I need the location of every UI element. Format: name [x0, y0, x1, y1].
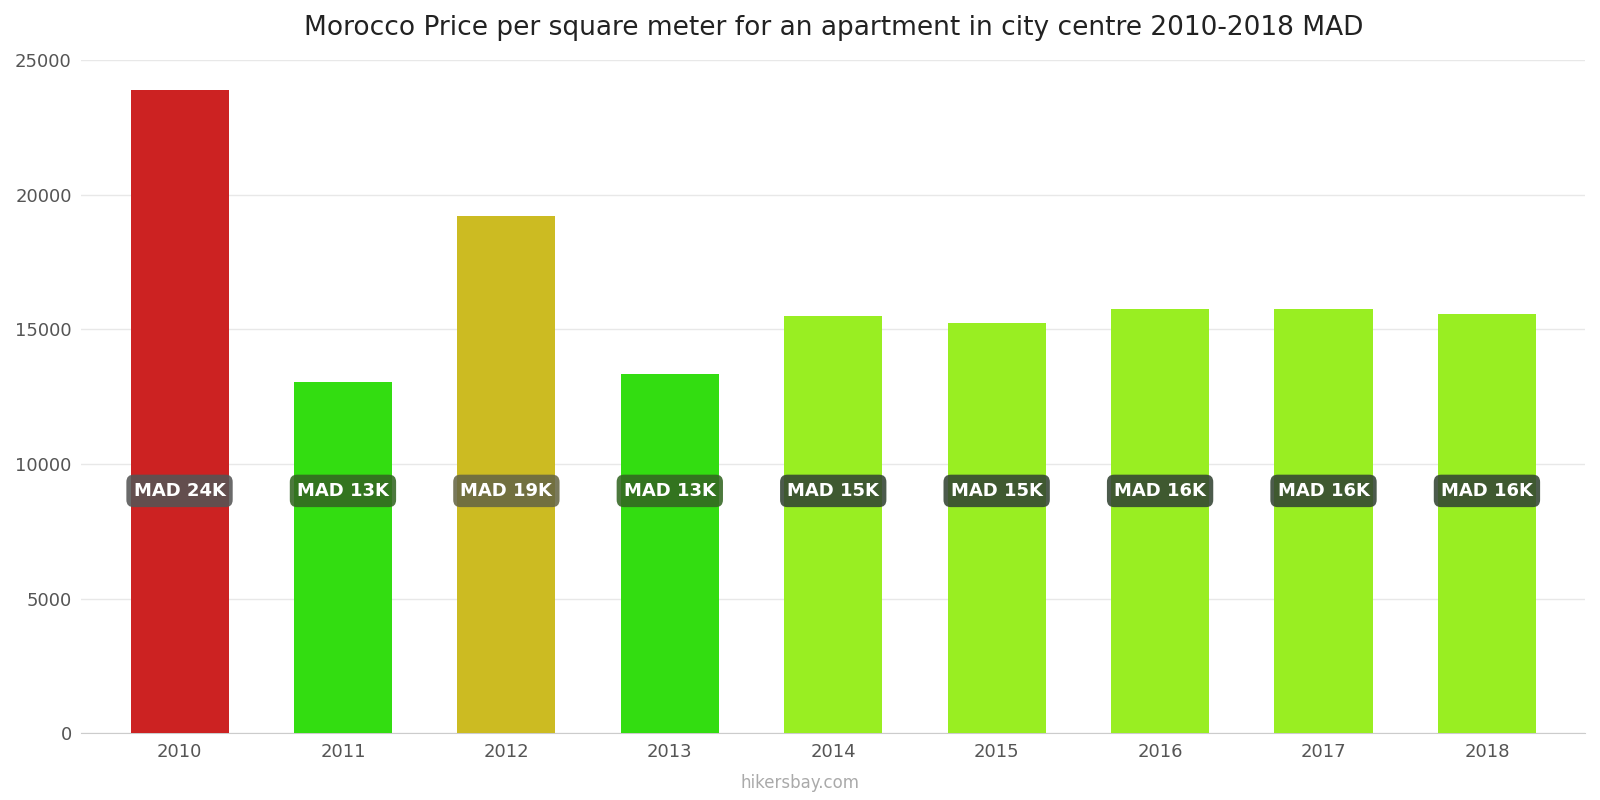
- Bar: [131, 90, 229, 734]
- Text: MAD 15K: MAD 15K: [950, 482, 1043, 500]
- Text: MAD 13K: MAD 13K: [298, 482, 389, 500]
- Bar: [294, 382, 392, 734]
- Text: MAD 24K: MAD 24K: [133, 482, 226, 500]
- Title: Morocco Price per square meter for an apartment in city centre 2010-2018 MAD: Morocco Price per square meter for an ap…: [304, 15, 1363, 41]
- Text: hikersbay.com: hikersbay.com: [741, 774, 859, 792]
- Bar: [621, 374, 718, 734]
- Bar: [1438, 314, 1536, 734]
- Bar: [947, 322, 1046, 734]
- Bar: [1110, 309, 1210, 734]
- Bar: [784, 316, 882, 734]
- Text: MAD 16K: MAD 16K: [1277, 482, 1370, 500]
- Text: MAD 19K: MAD 19K: [461, 482, 552, 500]
- Text: MAD 16K: MAD 16K: [1114, 482, 1206, 500]
- Text: MAD 16K: MAD 16K: [1442, 482, 1533, 500]
- Bar: [458, 216, 555, 734]
- Text: MAD 15K: MAD 15K: [787, 482, 878, 500]
- Text: MAD 13K: MAD 13K: [624, 482, 715, 500]
- Bar: [1275, 309, 1373, 734]
